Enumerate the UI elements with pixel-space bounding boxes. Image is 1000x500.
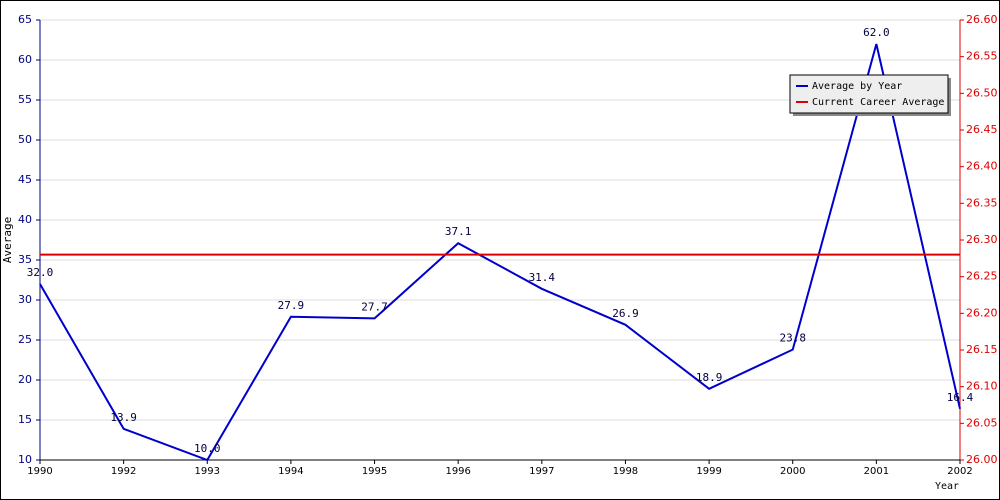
x-tick-label: 1993 [195,466,220,477]
value-label: 37.1 [445,225,472,238]
value-label: 18.9 [696,371,723,384]
legend-label: Current Career Average [812,97,944,108]
x-tick-label: 2001 [864,466,889,477]
legend: Average by Year Current Career Average [789,74,951,116]
x-axis-label: Year [935,481,959,492]
legend-label: Average by Year [812,81,902,92]
y-tick-label: 30 [18,293,32,306]
x-tick-label: 2002 [947,466,972,477]
x-tick-label: 2000 [780,466,805,477]
y-tick-label: 20 [18,373,32,386]
x-tick-label: 1998 [613,466,638,477]
x-tick-label: 1994 [278,466,303,477]
y2-tick-label: 26.30 [966,233,998,246]
y-tick-label: 60 [18,53,32,66]
value-label: 23.8 [779,332,806,345]
y-tick-label: 15 [18,413,32,426]
series-line [39,43,961,462]
y2-tick-label: 26.55 [966,50,998,63]
y2-tick-label: 26.20 [966,306,998,319]
y2-tick-label: 26.45 [966,123,998,136]
value-label: 10.0 [194,442,221,455]
y2-tick-label: 26.00 [966,453,998,466]
x-tick-label: 1999 [696,466,721,477]
value-label: 27.7 [361,300,388,313]
value-label: 13.9 [110,411,137,424]
y-tick-label: 50 [18,133,32,146]
y2-tick-label: 26.40 [966,160,998,173]
value-label: 16.4 [947,391,974,404]
x-tick-label: 1997 [529,466,554,477]
value-label: 62.0 [863,26,890,39]
x-tick-label: 1990 [27,466,52,477]
legend-box [789,74,949,114]
x-tick-label: 1992 [111,466,136,477]
y-tick-label: 65 [18,13,32,26]
y2-tick-label: 26.15 [966,343,998,356]
value-label: 26.9 [612,307,639,320]
y-tick-label: 10 [18,453,32,466]
y-axis-label: Average [1,217,14,263]
y2-tick-label: 26.25 [966,270,998,283]
value-label: 31.4 [529,271,556,284]
value-label: 27.9 [278,299,305,312]
value-label: 32.0 [27,266,54,279]
y-tick-label: 40 [18,213,32,226]
y2-tick-label: 26.60 [966,13,998,26]
y-tick-label: 45 [18,173,32,186]
y2-tick-label: 26.05 [966,416,998,429]
x-tick-label: 1996 [445,466,470,477]
y2-tick-label: 26.50 [966,86,998,99]
y2-tick-label: 26.10 [966,380,998,393]
x-tick-label: 1995 [362,466,387,477]
y-tick-label: 35 [18,253,32,266]
y2-tick-label: 26.35 [966,196,998,209]
y-tick-label: 25 [18,333,32,346]
y-tick-label: 55 [18,93,32,106]
